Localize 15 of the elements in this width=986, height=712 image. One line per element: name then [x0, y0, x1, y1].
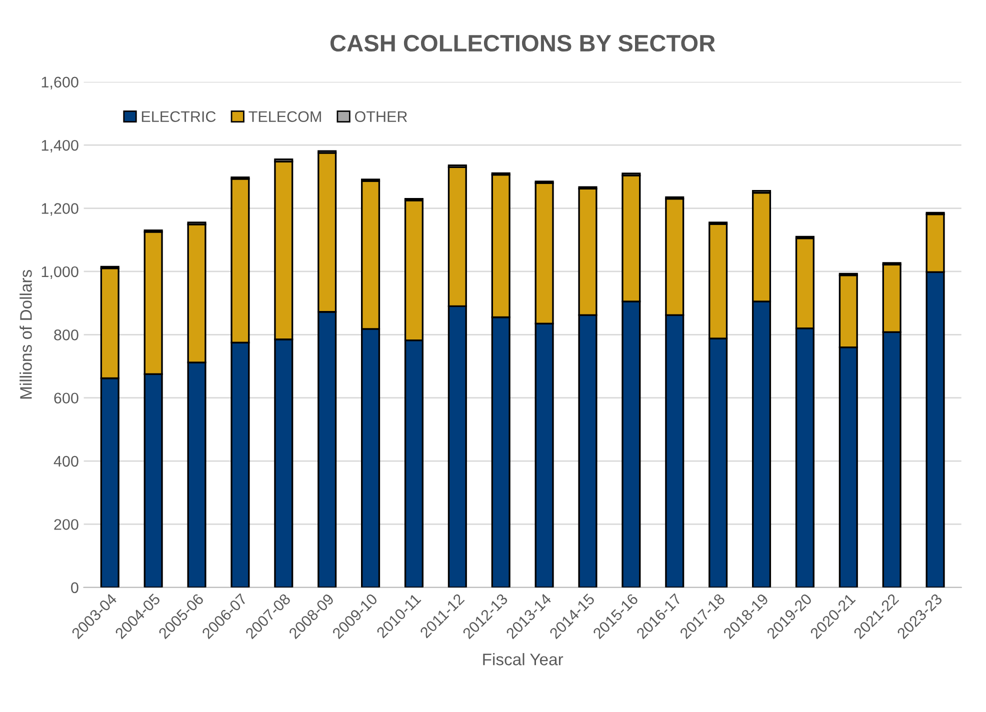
y-tick-label: 200	[54, 519, 78, 530]
y-tick-label: 1,200	[42, 203, 78, 216]
y-axis-title: Millions of Dollars	[20, 270, 32, 399]
y-tick-label: 800	[54, 330, 78, 340]
legend-label: OTHER	[354, 111, 408, 122]
y-tick-label: 0	[71, 582, 78, 594]
y-tick-label: 1,400	[42, 140, 78, 153]
chart-title: CASH COLLECTIONS BY SECTOR	[330, 34, 716, 52]
y-tick-label: 600	[54, 392, 78, 404]
y-tick-label: 1,600	[42, 76, 78, 90]
y-tick-label: 400	[54, 456, 78, 467]
legend-label: TELECOM	[248, 111, 321, 122]
x-axis-title: Fiscal Year	[483, 653, 564, 666]
y-tick-label: 1,000	[42, 266, 78, 279]
legend-label: ELECTRIC	[142, 111, 216, 122]
